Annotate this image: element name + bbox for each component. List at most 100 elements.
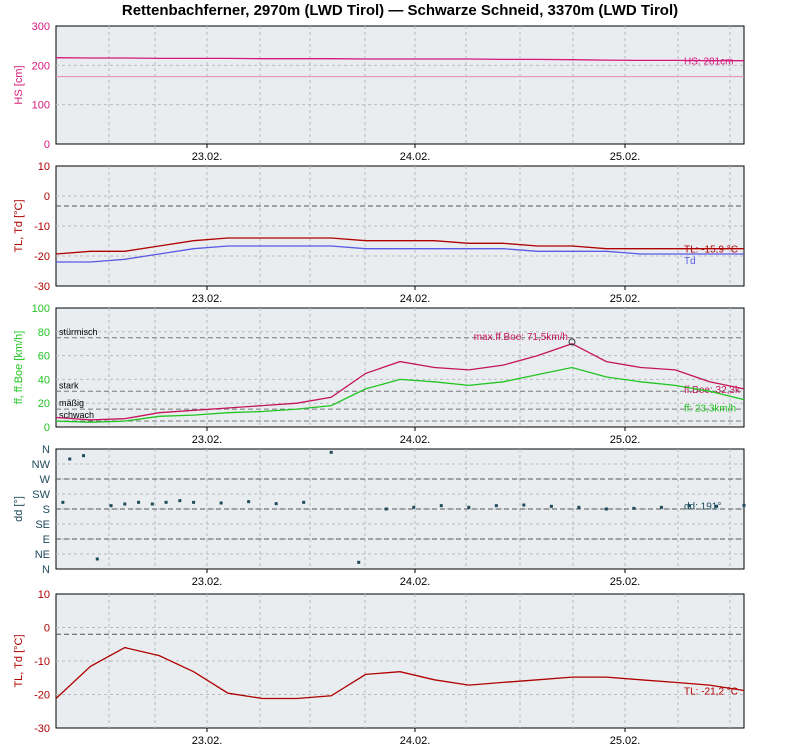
panel-3-point-20 bbox=[467, 505, 471, 509]
panel-4-series-label-0: TL: -21,2 °C bbox=[684, 686, 738, 697]
panel-2-ytick-1: 20 bbox=[38, 398, 50, 410]
panel-3-point-24 bbox=[577, 505, 581, 509]
panel-3-point-8 bbox=[164, 500, 168, 504]
panel-2-series-ffBoe-line bbox=[55, 342, 745, 421]
panel-4-ylabel: TL, Td [°C] bbox=[13, 634, 25, 687]
panel-2-beaufort-label-2: mäßig bbox=[59, 398, 84, 408]
panel-1-ytick-4: 10 bbox=[38, 161, 50, 173]
panel-0-series-label-0: HS: 281cm bbox=[684, 57, 733, 68]
panel-3-ylabel: dd [°] bbox=[13, 496, 25, 522]
panel-3-ytick-6: W bbox=[40, 474, 51, 486]
panel-3-point-9 bbox=[178, 499, 182, 503]
panel-1-ytick-0: -30 bbox=[34, 281, 50, 293]
panel-2-ytick-5: 100 bbox=[32, 303, 50, 315]
panel-3-point-11 bbox=[219, 501, 223, 505]
panel-3-point-2 bbox=[82, 454, 86, 458]
panel-0-ytick-2: 200 bbox=[32, 60, 50, 72]
panel-3-ytick-7: NW bbox=[32, 459, 51, 471]
panel-3-point-27 bbox=[659, 505, 663, 509]
panel-2-ytick-2: 40 bbox=[38, 374, 50, 386]
panel-2-xtick-2: 25.02. bbox=[610, 434, 641, 446]
panel-3-point-29 bbox=[714, 504, 718, 508]
panel-2-beaufort-label-1: stark bbox=[59, 380, 79, 390]
panel-3-xtick-2: 25.02. bbox=[610, 576, 641, 588]
panel-3-point-14 bbox=[302, 500, 306, 504]
panel-0-ylabel: HS [cm] bbox=[13, 65, 25, 104]
panel-1-series-Td-line bbox=[56, 245, 744, 263]
panel-3-point-7 bbox=[150, 502, 154, 506]
chart-title: Rettenbachferner, 2970m (LWD Tirol) — Sc… bbox=[121, 2, 679, 19]
panel-1-xtick-2: 25.02. bbox=[610, 293, 641, 305]
panel-0-ytick-0: 0 bbox=[44, 139, 50, 151]
panel-3-point-16 bbox=[357, 560, 361, 564]
panel-3-point-25 bbox=[604, 507, 608, 511]
panel-0-xtick-2: 25.02. bbox=[610, 151, 641, 163]
panel-1-ytick-1: -20 bbox=[34, 251, 50, 263]
panel-2-max-marker bbox=[568, 338, 576, 346]
panel-4-xtick-1: 24.02. bbox=[400, 735, 431, 747]
panel-3-ytick-3: SE bbox=[35, 519, 50, 531]
panel-3-point-4 bbox=[109, 504, 113, 508]
panel-3-point-28 bbox=[687, 504, 691, 508]
panel-2-series-label-0: ff.Boe: 32,3k bbox=[684, 385, 741, 396]
panel-3-ytick-1: NE bbox=[35, 549, 50, 561]
panel-3-point-19 bbox=[439, 504, 443, 508]
panel-3-point-30 bbox=[742, 503, 746, 507]
panel-2-series-label-1: ff: 23,3km/h bbox=[684, 404, 736, 415]
panel-2-ytick-3: 60 bbox=[38, 351, 50, 363]
panel-1-xtick-1: 24.02. bbox=[400, 293, 431, 305]
panel-3-point-6 bbox=[137, 500, 141, 504]
panel-1-series-TL-line bbox=[55, 237, 744, 255]
panel-0-ytick-3: 300 bbox=[32, 21, 50, 33]
panel-2-ytick-4: 80 bbox=[38, 327, 50, 339]
panel-4-series-TL-line bbox=[55, 646, 745, 700]
panel-2-max-label: max.ff.Boe: 71,5km/h bbox=[474, 332, 568, 343]
panel-3-point-18 bbox=[412, 505, 416, 509]
panel-3-point-3 bbox=[95, 557, 99, 561]
panel-1-series-label-1: Td bbox=[684, 256, 696, 267]
panel-2-beaufort-label-0: stürmisch bbox=[59, 327, 98, 337]
panel-3-point-15 bbox=[329, 450, 333, 454]
panel-3-ytick-8: N bbox=[42, 444, 50, 456]
panel-4-ytick-1: -20 bbox=[34, 690, 50, 702]
panel-2-xtick-1: 24.02. bbox=[400, 434, 431, 446]
panel-0-xtick-1: 24.02. bbox=[400, 151, 431, 163]
panel-3-ytick-0: N bbox=[42, 564, 50, 576]
panel-0-xtick-0: 23.02. bbox=[192, 151, 223, 163]
panel-3-xtick-1: 24.02. bbox=[400, 576, 431, 588]
panel-1-ylabel: TL, Td [°C] bbox=[13, 199, 25, 252]
panel-4-ytick-2: -10 bbox=[34, 656, 50, 668]
panel-3-ytick-5: SW bbox=[32, 489, 50, 501]
panel-1-xtick-0: 23.02. bbox=[192, 293, 223, 305]
panel-3-point-17 bbox=[384, 507, 388, 511]
panel-3-point-0 bbox=[61, 500, 65, 504]
panel-3-point-21 bbox=[494, 504, 498, 508]
panel-2-plot-area bbox=[55, 307, 745, 428]
panel-2-ytick-0: 0 bbox=[44, 422, 50, 434]
panel-3-point-10 bbox=[192, 500, 196, 504]
panel-3-point-26 bbox=[632, 506, 636, 510]
panel-3-series-label-0: dd: 191° bbox=[684, 501, 721, 512]
panel-2-xtick-0: 23.02. bbox=[192, 434, 223, 446]
panel-3-point-1 bbox=[68, 457, 72, 461]
panel-1-ytick-3: 0 bbox=[44, 191, 50, 203]
panel-3-point-23 bbox=[549, 504, 553, 508]
panel-2-series-ff-line bbox=[55, 366, 745, 423]
panel-3-ytick-4: S bbox=[43, 504, 50, 516]
panel-3-ytick-2: E bbox=[43, 534, 50, 546]
panel-2-ylabel: ff, ff.Boe [km/h] bbox=[13, 331, 25, 405]
panel-4-ytick-4: 10 bbox=[38, 589, 50, 601]
panel-0-plot-area bbox=[55, 25, 745, 145]
panel-3-point-5 bbox=[123, 502, 127, 506]
panel-0-ytick-1: 100 bbox=[32, 100, 50, 112]
panel-3-point-22 bbox=[522, 503, 526, 507]
panel-1-series-label-0: TL: -15,9 °C bbox=[684, 245, 738, 256]
panel-3-point-13 bbox=[274, 502, 278, 506]
panel-4-xtick-0: 23.02. bbox=[192, 735, 223, 747]
panel-2-beaufort-label-3: schwach bbox=[59, 410, 94, 420]
panel-3-point-12 bbox=[247, 500, 251, 504]
panel-4-ytick-3: 0 bbox=[44, 623, 50, 635]
panel-0-series-HS-line bbox=[55, 57, 744, 62]
